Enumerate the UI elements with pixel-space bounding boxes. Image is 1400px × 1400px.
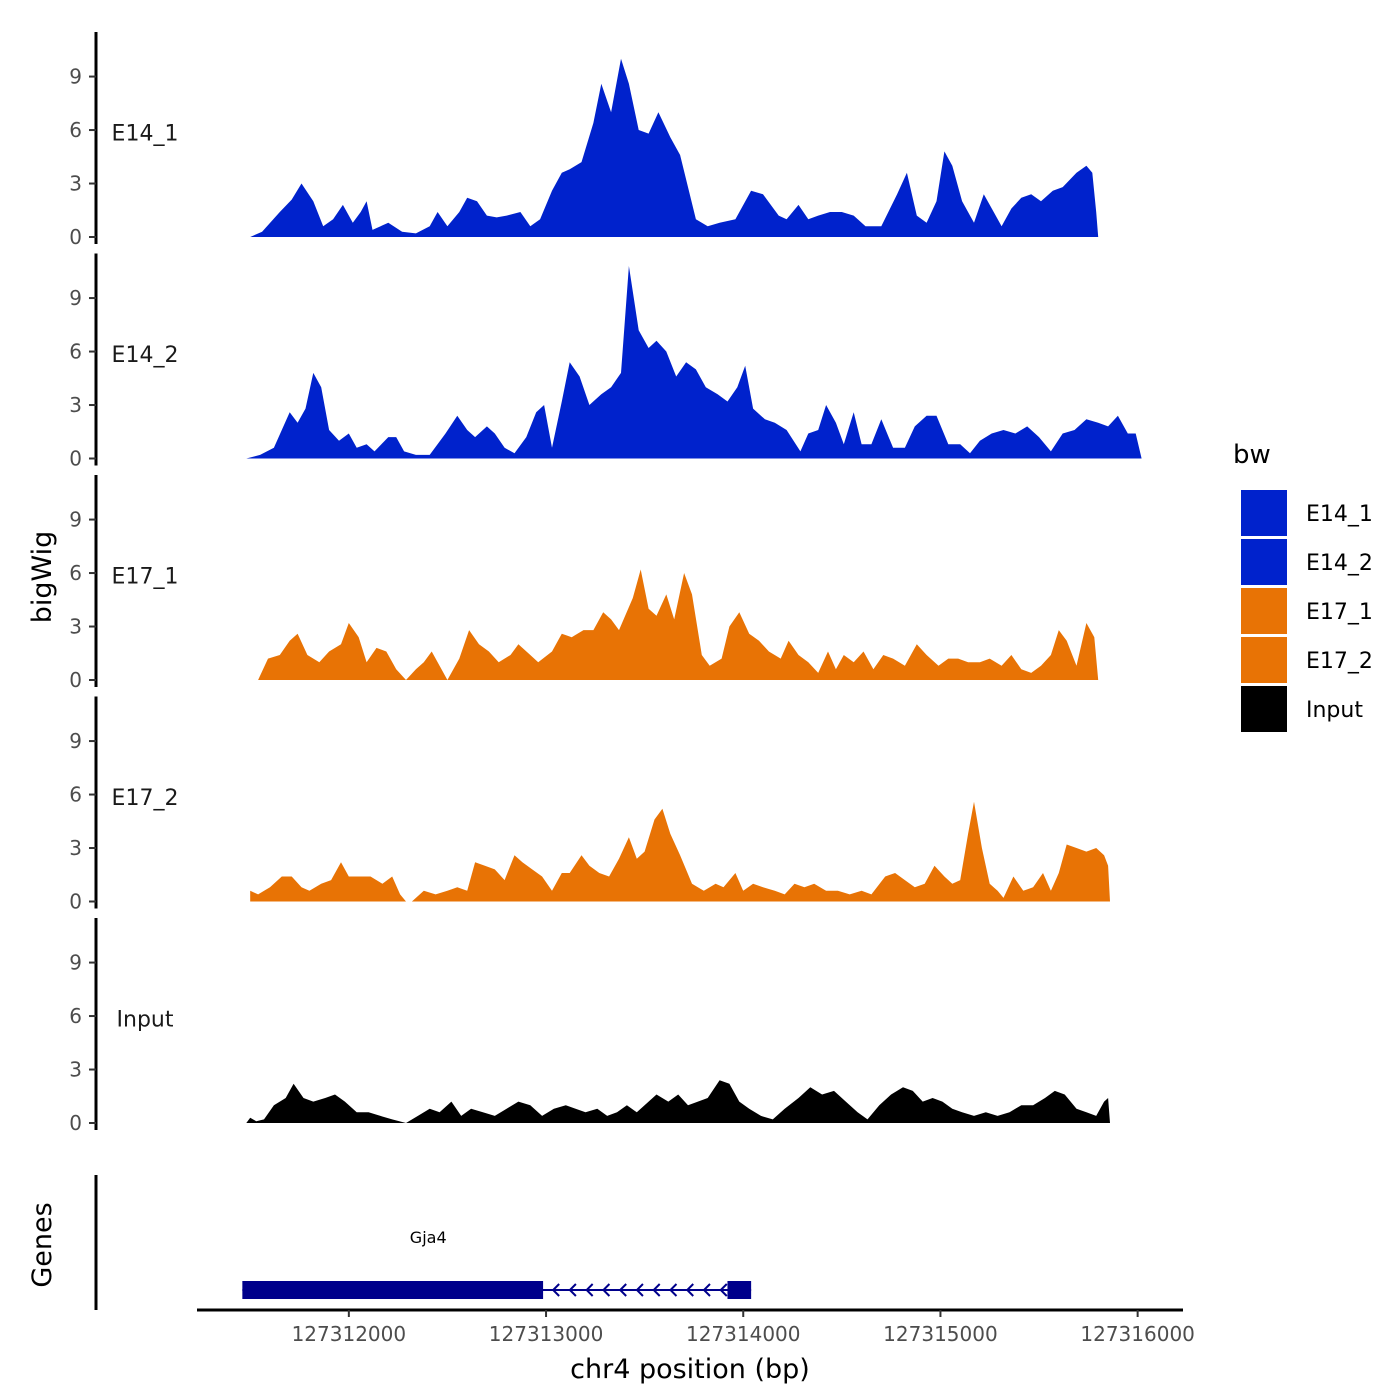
strand-arrow bbox=[719, 1283, 728, 1297]
y-tick-label: 9 bbox=[69, 951, 82, 975]
strand-arrow bbox=[669, 1283, 678, 1297]
legend-label: Input bbox=[1306, 698, 1363, 723]
gene-gja4: Gja4 bbox=[242, 1228, 752, 1299]
strand-arrow bbox=[585, 1283, 594, 1297]
y-tick-label: 6 bbox=[69, 783, 82, 807]
strand-arrow bbox=[602, 1283, 611, 1297]
track-label-e17-2: E17_2 bbox=[112, 786, 179, 811]
coverage-area-e17-1 bbox=[258, 569, 1099, 680]
strand-arrow bbox=[618, 1283, 627, 1297]
y-tick-label: 6 bbox=[69, 118, 82, 142]
x-axis-title: chr4 position (bp) bbox=[570, 1354, 810, 1385]
gene-label: Gja4 bbox=[410, 1228, 447, 1247]
y-tick-label: 3 bbox=[69, 836, 82, 860]
y-tick-label: 3 bbox=[69, 1058, 82, 1082]
y-tick-label: 3 bbox=[69, 172, 82, 196]
legend-item-e14-1: E14_1 bbox=[1241, 490, 1373, 536]
strand-arrow bbox=[652, 1283, 661, 1297]
track-label-input: Input bbox=[117, 1008, 174, 1033]
legend-label: E17_1 bbox=[1306, 600, 1373, 625]
y-axis-title: bigWig bbox=[27, 531, 58, 624]
y-tick-label: 9 bbox=[69, 65, 82, 89]
y-tick-label: 9 bbox=[69, 508, 82, 532]
coverage-tracks: 0 3 6 9 E14_1 0 3 6 9 E14_2 0 3 6 9 E17_1 0 3 6 9 E17_2 0 3 6 9… bbox=[69, 32, 1142, 1135]
y-tick-label: 0 bbox=[69, 890, 82, 914]
y-tick-label: 0 bbox=[69, 668, 82, 692]
y-tick-label: 6 bbox=[69, 561, 82, 585]
legend-item-e14-2: E14_2 bbox=[1241, 539, 1373, 585]
y-tick-label: 3 bbox=[69, 393, 82, 417]
track-panel-e17-1: 0 3 6 9 E17_1 bbox=[69, 475, 1099, 692]
strand-arrow bbox=[685, 1283, 694, 1297]
y-tick-label: 0 bbox=[69, 225, 82, 249]
track-panel-e17-2: 0 3 6 9 E17_2 bbox=[69, 696, 1110, 914]
exon bbox=[727, 1281, 752, 1299]
y-tick-label: 3 bbox=[69, 615, 82, 639]
y-tick-label: 6 bbox=[69, 340, 82, 364]
strand-arrow bbox=[568, 1283, 577, 1297]
x-axis: 127312000 127313000 127314000 127315000 1273… bbox=[197, 1308, 1195, 1346]
y-tick-label: 0 bbox=[69, 1111, 82, 1135]
legend-item-input: Input bbox=[1241, 686, 1363, 732]
coverage-area-e14-1 bbox=[250, 58, 1099, 238]
legend-swatch bbox=[1241, 490, 1287, 536]
y-tick-label: 9 bbox=[69, 286, 82, 310]
genes-axis-title: Genes bbox=[27, 1202, 58, 1287]
x-tick-label: 127315000 bbox=[883, 1322, 998, 1346]
y-tick-label: 0 bbox=[69, 447, 82, 471]
legend: bw E14_1 E14_2 E17_1 E17_2 Input bbox=[1233, 440, 1373, 732]
genes-track: Genes Gja4 bbox=[27, 1175, 752, 1310]
x-tick-label: 127313000 bbox=[489, 1322, 604, 1346]
track-panel-e14-2: 0 3 6 9 E14_2 bbox=[69, 253, 1142, 471]
coverage-area-e14-2 bbox=[246, 266, 1142, 459]
coverage-area-input bbox=[246, 1080, 1111, 1123]
strand-arrow bbox=[702, 1283, 711, 1297]
strand-arrow bbox=[635, 1283, 644, 1297]
legend-item-e17-2: E17_2 bbox=[1241, 637, 1373, 683]
legend-title: bw bbox=[1233, 440, 1271, 470]
legend-swatch bbox=[1241, 539, 1287, 585]
legend-label: E17_2 bbox=[1306, 649, 1373, 674]
strand-arrow bbox=[551, 1283, 560, 1297]
legend-swatch bbox=[1241, 637, 1287, 683]
legend-item-e17-1: E17_1 bbox=[1241, 588, 1373, 634]
x-tick-label: 127316000 bbox=[1080, 1322, 1195, 1346]
legend-swatch bbox=[1241, 588, 1287, 634]
x-tick-label: 127312000 bbox=[292, 1322, 407, 1346]
y-tick-label: 6 bbox=[69, 1004, 82, 1028]
track-label-e14-1: E14_1 bbox=[112, 122, 179, 147]
legend-swatch bbox=[1241, 686, 1287, 732]
exon bbox=[242, 1281, 544, 1299]
track-label-e14-2: E14_2 bbox=[112, 343, 179, 368]
legend-label: E14_2 bbox=[1306, 551, 1373, 576]
y-tick-label: 9 bbox=[69, 729, 82, 753]
track-panel-input: 0 3 6 9 Input bbox=[69, 918, 1111, 1135]
coverage-area-e17-2 bbox=[250, 801, 1110, 902]
track-label-e17-1: E17_1 bbox=[112, 565, 179, 590]
x-tick-label: 127314000 bbox=[686, 1322, 801, 1346]
track-panel-e14-1: 0 3 6 9 E14_1 bbox=[69, 32, 1099, 249]
legend-label: E14_1 bbox=[1306, 502, 1373, 527]
